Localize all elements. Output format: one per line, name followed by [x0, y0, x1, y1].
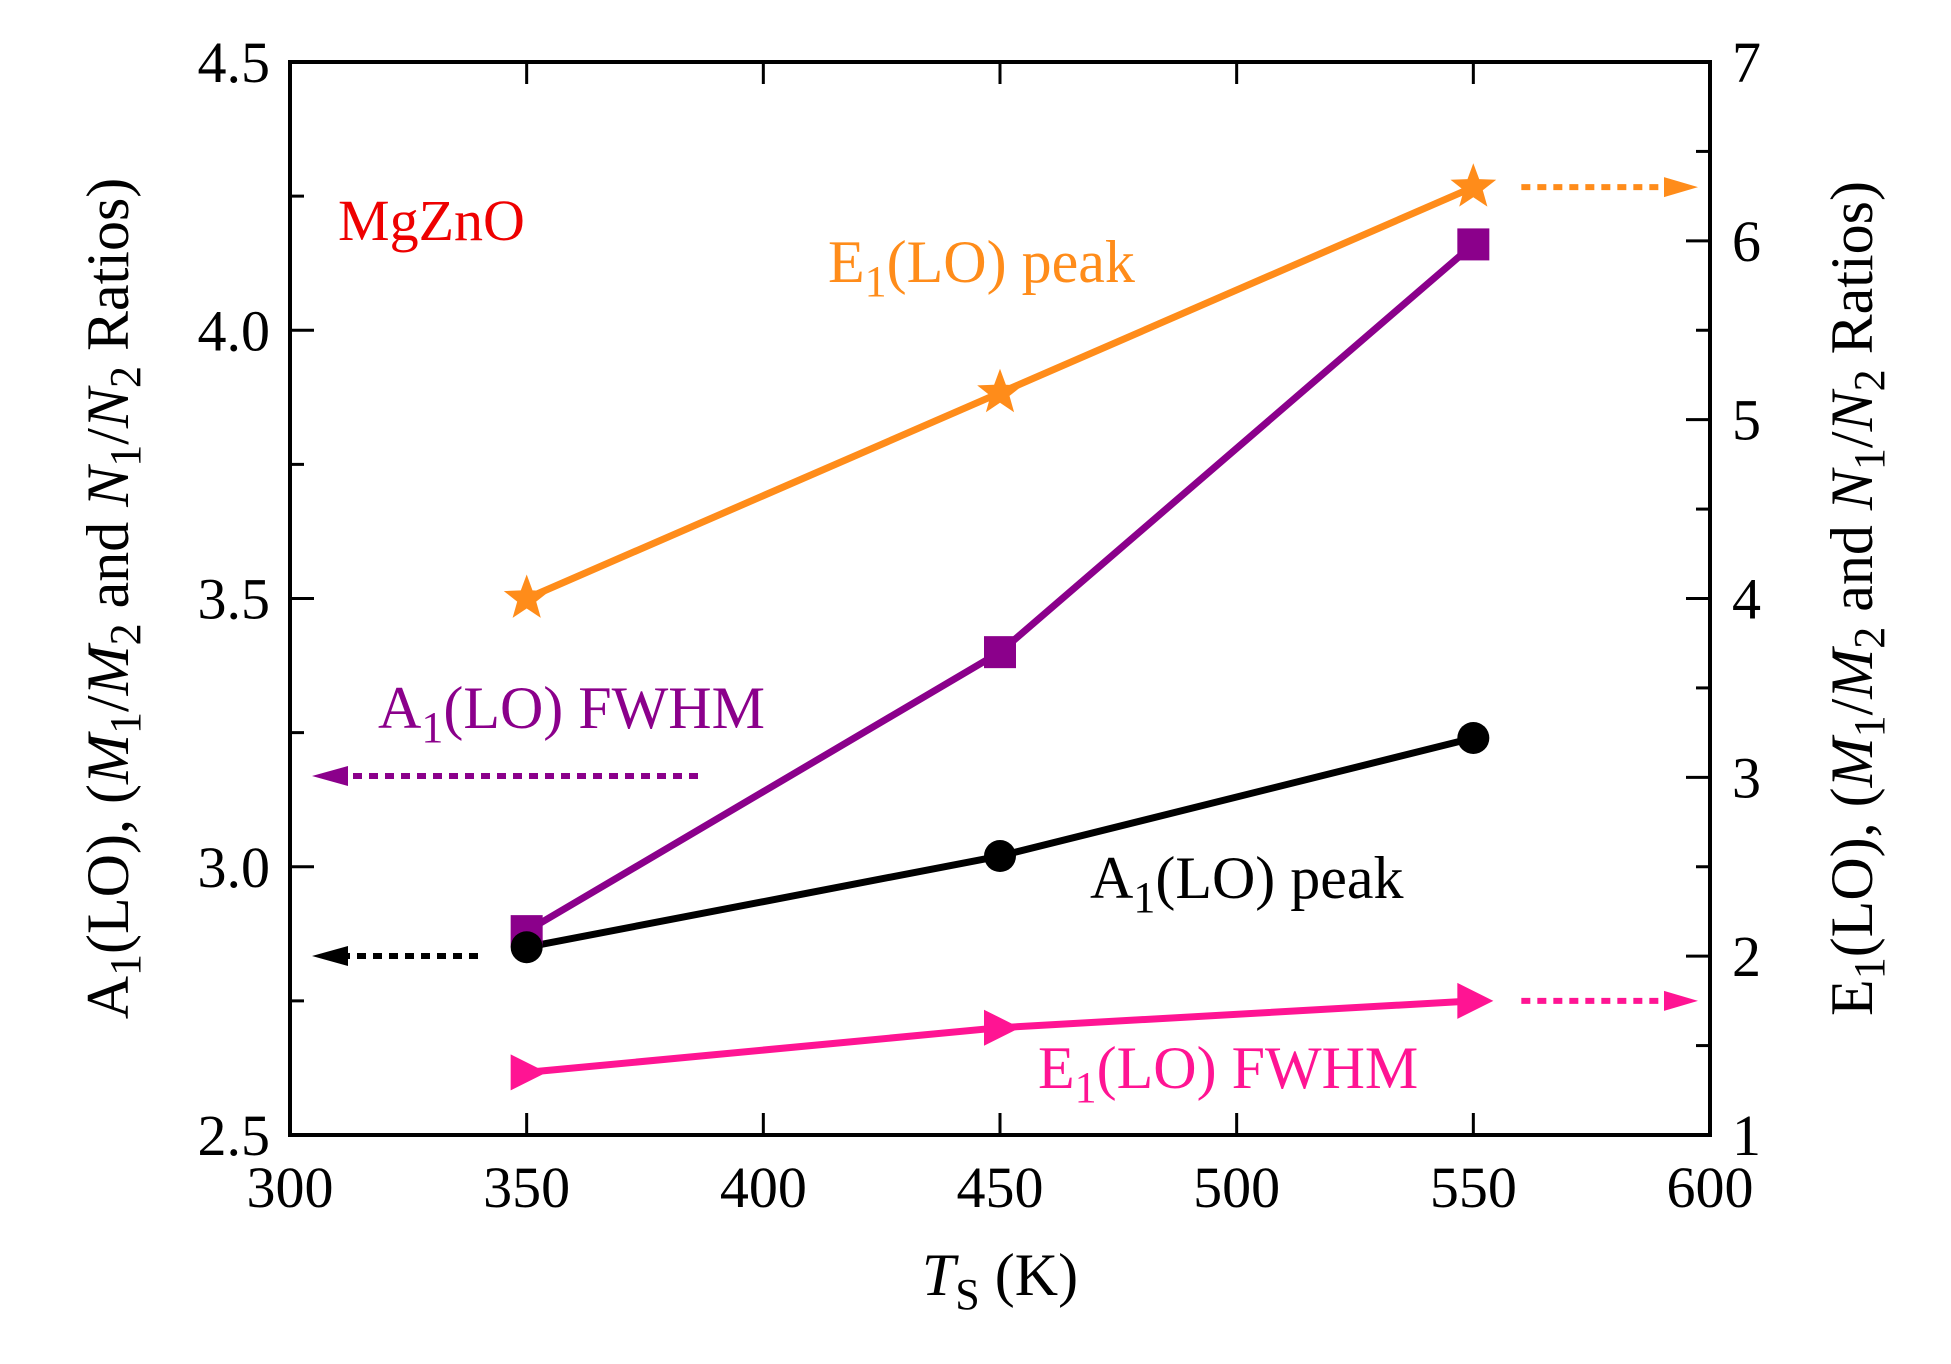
point-a1-lo-fwhm-450 [984, 636, 1016, 669]
point-a1-lo-peak-450 [984, 840, 1016, 873]
left-axis-title: A1(LO), (M1/M2 and N1/N2 Ratios) [75, 178, 150, 1020]
point-e1-lo-fwhm-550 [1457, 982, 1494, 1019]
x-axis-title: TS (K) [922, 1242, 1078, 1319]
point-e1-lo-peak-550 [1450, 163, 1497, 207]
right-axis-title: E1(LO), (M1/M2 and N1/N2 Ratios) [1819, 181, 1894, 1016]
axis-arrow-head-a1-lo-fwhm [312, 766, 348, 786]
point-e1-lo-fwhm-350 [510, 1054, 547, 1091]
left-tick-label: 3.5 [198, 567, 271, 632]
right-tick-label: 6 [1732, 209, 1761, 274]
left-tick-label: 4.0 [198, 298, 271, 363]
point-e1-lo-peak-450 [977, 368, 1023, 413]
x-tick-label: 500 [1193, 1155, 1280, 1220]
x-tick-label: 350 [483, 1155, 570, 1220]
series-label-e1-lo-fwhm: E1(LO) FWHM [1038, 1035, 1418, 1112]
series-label-a1-lo-peak: A1(LO) peak [1090, 845, 1404, 922]
series-label-a1-lo-fwhm: A1(LO) FWHM [378, 675, 765, 752]
series-label-e1-lo-peak: E1(LO) peak [828, 229, 1135, 306]
axis-arrow-head-e1-lo-peak [1664, 177, 1698, 198]
point-a1-lo-peak-550 [1457, 721, 1490, 754]
series-line-a1-lo-fwhm [524, 241, 1476, 935]
x-tick-label: 400 [720, 1155, 807, 1220]
x-tick-label: 600 [1667, 1155, 1754, 1220]
right-tick-label: 2 [1732, 924, 1761, 989]
x-tick-label: 450 [957, 1155, 1044, 1220]
x-tick-label: 300 [247, 1155, 334, 1220]
point-e1-lo-fwhm-450 [984, 1009, 1020, 1046]
point-a1-lo-peak-350 [510, 931, 543, 964]
right-tick-label: 7 [1732, 30, 1761, 95]
annotation-label: MgZnO [338, 188, 525, 253]
left-axis-title-text: A1(LO), (M1/M2 and N1/N2 Ratios) [75, 178, 150, 1020]
right-tick-label: 3 [1732, 745, 1761, 810]
right-tick-label: 5 [1732, 388, 1761, 453]
point-e1-lo-peak-350 [503, 574, 550, 618]
right-tick-label: 4 [1732, 567, 1761, 632]
point-a1-lo-fwhm-550 [1457, 228, 1490, 261]
right-axis-title-text: E1(LO), (M1/M2 and N1/N2 Ratios) [1819, 181, 1894, 1016]
right-tick-label: 1 [1732, 1103, 1761, 1168]
axis-arrow-head-e1-lo-fwhm [1664, 990, 1698, 1011]
left-tick-label: 2.5 [198, 1103, 271, 1168]
axis-arrow-head-a1-lo-peak [312, 946, 348, 966]
left-tick-label: 3.0 [198, 835, 271, 900]
x-tick-label: 550 [1430, 1155, 1517, 1220]
left-tick-label: 4.5 [198, 30, 271, 95]
